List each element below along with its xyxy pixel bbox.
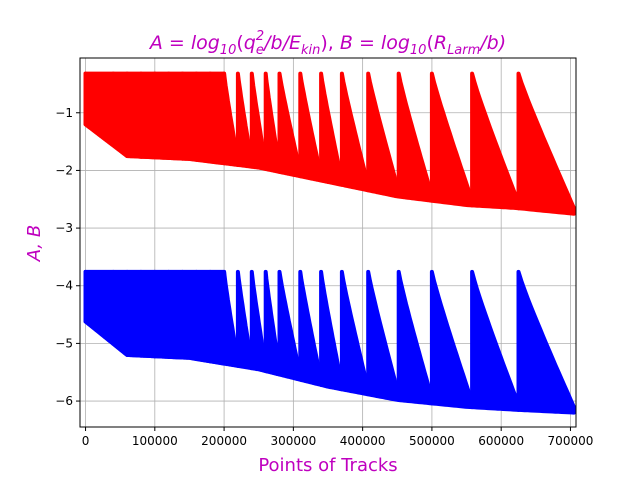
x-tick-label: 500000	[409, 434, 455, 448]
x-tick-label: 600000	[478, 434, 524, 448]
plot-frame	[79, 57, 577, 428]
series-B-tooth	[396, 269, 434, 406]
y-tick-label: −6	[55, 394, 73, 408]
x-tick-label: 0	[82, 434, 90, 448]
y-tick-label: −5	[55, 336, 73, 350]
series-A-tooth	[339, 71, 371, 193]
x-tick-label: 300000	[270, 434, 316, 448]
series-A-dense-band	[83, 71, 227, 166]
series-A-tooth	[222, 71, 240, 167]
x-tick-label: 700000	[548, 434, 594, 448]
series-B-tooth	[470, 269, 521, 412]
series-B-tooth	[298, 269, 324, 387]
series-A	[83, 71, 576, 216]
series-A-tooth	[319, 71, 344, 187]
y-tick-label: −3	[55, 221, 73, 235]
series-A-tooth	[263, 71, 282, 174]
y-tick-label: −1	[55, 106, 73, 120]
series-A-tooth	[470, 71, 521, 211]
series-B-tooth	[277, 269, 303, 382]
y-axis-label: A, B	[24, 225, 45, 262]
ticks: 0 100000 200000 300000 400000 500000 600000 700…	[55, 106, 593, 448]
x-tick-label: 100000	[132, 434, 178, 448]
series-B-tooth	[235, 269, 254, 371]
plot-area	[83, 71, 576, 415]
x-tick-label: 200000	[201, 434, 247, 448]
series-B-tooth	[429, 269, 475, 410]
chart-title: A = log10(qe2/b/Ekin), B = log10(RLarm/b…	[148, 29, 506, 58]
series-A-tooth	[516, 71, 576, 216]
series-B-dense-band	[83, 269, 227, 366]
series-B-tooth	[516, 269, 576, 415]
series-A-tooth	[249, 71, 268, 171]
y-tick-label: −4	[55, 279, 73, 293]
x-tick-label: 400000	[340, 434, 386, 448]
y-tick-label: −2	[55, 163, 73, 177]
series-A-tooth	[298, 71, 324, 183]
series-A-tooth	[277, 71, 303, 179]
series-B	[83, 269, 576, 415]
series-B-tooth	[263, 269, 282, 377]
axes	[79, 57, 577, 428]
series-B-tooth	[319, 269, 344, 392]
series-B-tooth	[366, 269, 401, 402]
series-A-tooth	[396, 71, 434, 203]
series-B-tooth	[249, 269, 268, 374]
series-A-tooth	[366, 71, 401, 199]
x-axis-label: Points of Tracks	[258, 455, 397, 476]
series-B-tooth	[339, 269, 371, 397]
series-A-tooth	[429, 71, 475, 208]
series-A-tooth	[235, 71, 254, 169]
